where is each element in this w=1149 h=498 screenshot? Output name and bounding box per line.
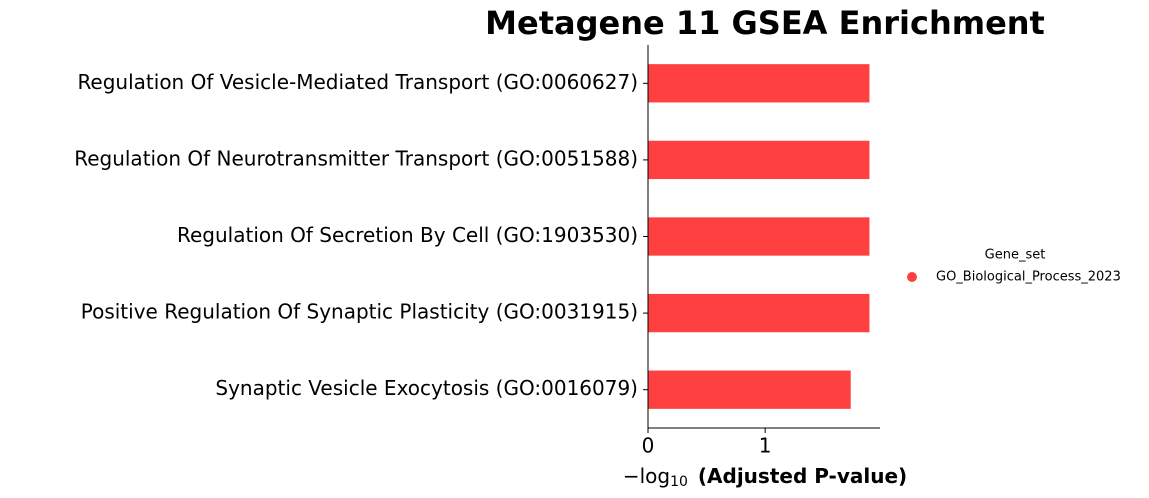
x-label-subscript: 10 [670,474,688,490]
bar [648,217,870,256]
bar [648,293,870,333]
legend-title: Gene_set [985,248,1046,263]
y-tick-label: Synaptic Vesicle Exocytosis (GO:0016079) [215,376,638,400]
legend-label: GO_Biological_Process_2023 [936,270,1121,285]
y-tick-label: Regulation Of Neurotransmitter Transport… [74,146,638,170]
chart-title: Metagene 11 GSEA Enrichment [485,4,1045,42]
y-tick-label: Regulation Of Vesicle-Mediated Transport… [77,70,638,94]
bar [648,64,870,103]
x-axis-label: −log10 (Adjusted P-value) [623,464,907,491]
x-tick-label: 0 [642,434,655,458]
bar [648,370,851,409]
y-tick-label: Regulation Of Secretion By Cell (GO:1903… [177,223,638,247]
x-label-prefix: −log [623,464,670,488]
y-tick-label: Positive Regulation Of Synaptic Plastici… [81,300,638,324]
x-label-text: (Adjusted P-value) [698,464,907,488]
legend-marker [907,272,917,282]
bar [648,140,870,180]
x-tick-label: 1 [759,434,772,458]
